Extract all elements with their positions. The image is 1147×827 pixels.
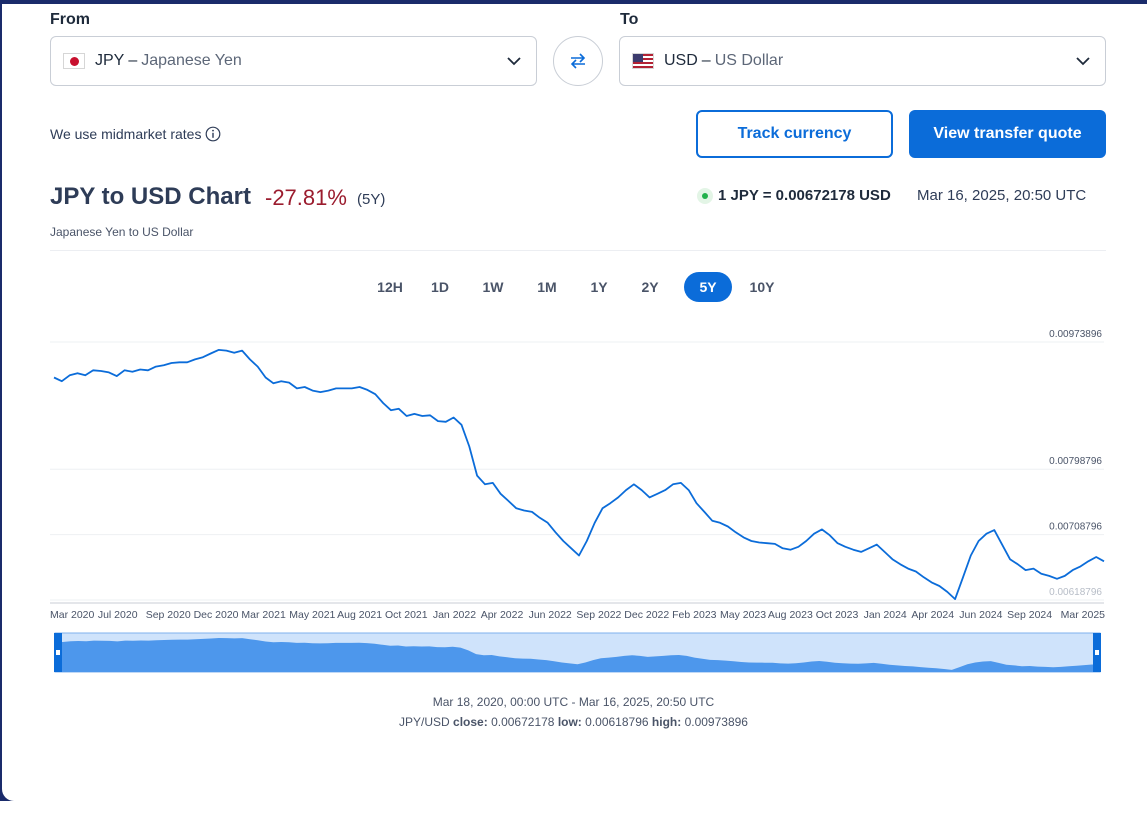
x-tick-label: Jul 2020 [98,609,138,621]
x-tick-label: Sep 2024 [1007,609,1052,621]
y-tick-label: 0.00798796 [1049,456,1102,467]
y-tick-label: 0.00708796 [1049,522,1102,533]
x-tick-label: Mar 2020 [50,609,95,621]
from-label: From [50,11,90,28]
close-value: 0.00672178 [491,715,555,729]
navigator-area [55,638,1100,672]
rate-chart[interactable]: 0.00973896 0.00798796 0.00708796 0.00618796… [0,0,1147,700]
navigator-grip-right [1095,650,1099,655]
x-tick-label: Mar 2025 [1061,609,1106,621]
chart-title: JPY to USD Chart [50,183,251,210]
from-currency-select[interactable]: JPY – Japanese Yen [50,36,537,86]
to-currency-dash: – [701,52,711,69]
x-tick-label: Oct 2021 [385,609,428,621]
x-tick-label: May 2023 [720,609,766,621]
swap-currencies-button[interactable] [553,36,603,86]
live-status-icon [697,188,713,204]
range-tab[interactable]: 1D [431,279,449,295]
x-tick-label: Jun 2024 [959,609,1002,621]
from-currency-name: Japanese Yen [141,52,242,69]
below-card-area [0,801,1147,827]
divider [50,250,1106,251]
range-tabs: 12H 1D 1W 1M 1Y 2Y 5Y 10Y [366,272,792,302]
range-tab[interactable]: 1Y [590,279,608,295]
chevron-down-icon [507,57,521,66]
to-currency-select[interactable]: USD – US Dollar [619,36,1106,86]
high-value: 0.00973896 [684,715,748,729]
rate-timestamp: Mar 16, 2025, 20:50 UTC [917,187,1087,204]
rate-line [53,349,1105,600]
left-edge [0,0,2,115]
low-value: 0.00618796 [585,715,649,729]
to-currency-name: US Dollar [714,52,784,69]
x-tick-label: Sep 2020 [146,609,191,621]
navigator-grip-left [56,650,60,655]
high-label: high: [651,715,682,729]
x-tick-label: Jan 2024 [864,609,907,621]
track-currency-button[interactable]: Track currency [696,110,893,158]
flag-japan-icon [63,53,85,69]
midmarket-text: We use midmarket rates [50,126,202,142]
chart-date-range: Mar 18, 2020, 00:00 UTC - Mar 16, 2025, … [432,695,715,709]
pair-label: JPY/USD [399,715,450,729]
x-tick-label: Feb 2023 [672,609,717,621]
range-tab[interactable]: 2Y [641,279,659,295]
top-strip [0,0,1147,4]
chevron-down-icon [1076,57,1090,66]
x-tick-label: Oct 2023 [816,609,859,621]
range-tab[interactable]: 12H [377,279,403,295]
x-tick-label: Jan 2022 [433,609,476,621]
from-currency-code: JPY [95,52,125,69]
range-tab[interactable]: 10Y [749,279,775,295]
y-tick-label: 0.00618796 [1049,587,1102,598]
flag-usa-icon [632,53,654,69]
x-tick-label: Aug 2021 [337,609,382,621]
view-transfer-quote-button[interactable]: View transfer quote [909,110,1106,158]
percent-change: -27.81% [265,185,347,210]
swap-arrows-icon [570,53,586,69]
y-tick-label: 0.00973896 [1049,329,1102,340]
current-rate: 1 JPY = 0.00672178 USD [718,187,891,204]
close-label: close: [453,715,488,729]
midmarket-note: We use midmarket rates [50,126,221,142]
x-tick-label: Jun 2022 [529,609,572,621]
x-tick-label: Dec 2020 [194,609,239,621]
range-tab[interactable]: 5Y [684,272,732,302]
from-currency-dash: – [128,52,138,69]
chart-summary: JPY/USD close: 0.00672178 low: 0.0061879… [0,715,1147,729]
x-tick-label: Dec 2022 [624,609,669,621]
x-tick-label: Apr 2022 [481,609,524,621]
x-tick-label: Mar 2021 [241,609,286,621]
chart-subtitle: Japanese Yen to US Dollar [50,225,194,239]
range-tab[interactable]: 1W [482,279,504,295]
change-period: (5Y) [357,191,386,208]
x-tick-label: Aug 2023 [768,609,813,621]
low-label: low: [557,715,582,729]
x-tick-label: May 2021 [289,609,335,621]
to-currency-code: USD [664,52,698,69]
info-icon[interactable] [205,126,221,142]
to-label: To [620,11,639,28]
x-tick-label: Sep 2022 [576,609,621,621]
x-tick-label: Apr 2024 [911,609,954,621]
range-tab[interactable]: 1M [537,279,557,295]
